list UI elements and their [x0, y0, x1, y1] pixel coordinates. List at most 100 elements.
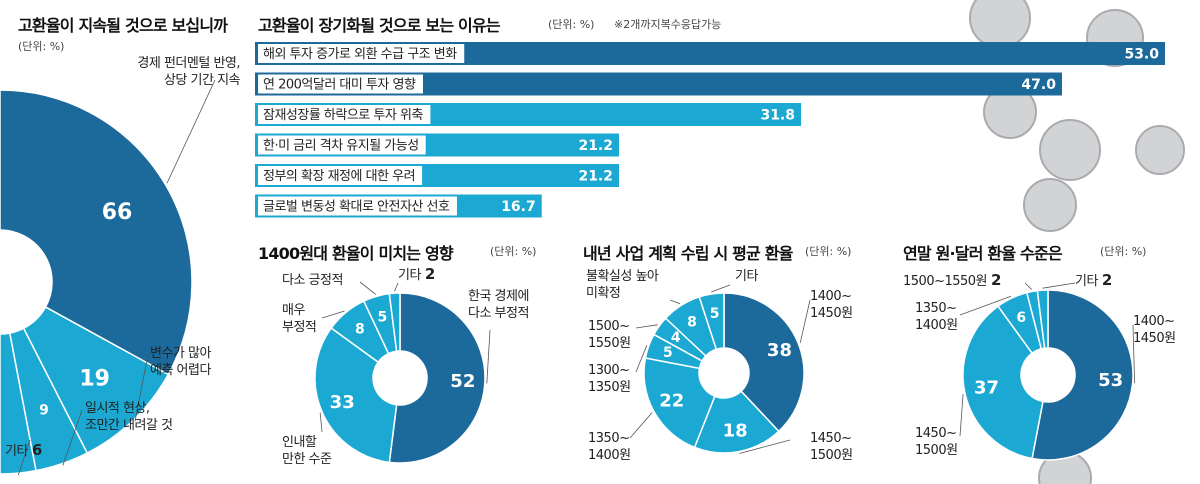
unit-label: (단위: %)	[805, 245, 852, 258]
category-label: 경제 펀더멘털 반영, 상당 기간 지속	[100, 55, 240, 89]
value-label: 8	[687, 315, 697, 331]
value-label: 19	[79, 367, 110, 392]
leader-line	[134, 354, 149, 422]
slice	[1036, 289, 1049, 350]
category-label: 1500~ 1550원	[588, 318, 631, 352]
leader-line	[321, 310, 345, 319]
category-label: 기타 2	[398, 266, 435, 284]
category-label: 1350~ 1400원	[588, 430, 631, 464]
category-text: 매우 부정적	[282, 303, 317, 335]
leader-line	[959, 295, 1012, 316]
category-label: 1450~ 1500원	[915, 425, 958, 459]
leader-line	[799, 299, 811, 343]
unit-label: (단위: %)	[548, 18, 595, 31]
value-label: 22	[659, 391, 684, 412]
leader-line	[486, 329, 491, 384]
bar	[255, 72, 1062, 96]
category-label: 1400~ 1450원	[810, 288, 853, 322]
bar-label: 글로벌 변동성 확대로 안전자산 선호	[263, 200, 450, 215]
leader-line	[166, 79, 216, 184]
bar	[255, 42, 1165, 65]
value-label: 18	[723, 421, 748, 442]
category-label: 기타	[735, 268, 758, 285]
category-label: 기타 6	[5, 442, 42, 460]
category-text: 1350~ 1400원	[588, 431, 631, 463]
label-box	[258, 135, 426, 155]
slice	[0, 332, 37, 475]
category-text: 기타	[1075, 274, 1098, 289]
category-text: 1400~ 1450원	[810, 289, 853, 321]
category-label: 1350~ 1400원	[915, 300, 958, 334]
value-label: 37	[974, 378, 999, 399]
value-label: 5	[710, 306, 720, 322]
leader-line	[739, 439, 791, 454]
category-text: 인내할 만한 수준	[282, 435, 332, 467]
category-label: 한국 경제에 다소 부정적	[468, 288, 529, 322]
value-label: 6	[31, 441, 42, 459]
chart-title: 내년 사업 계획 수립 시 평균 환율	[583, 244, 793, 263]
leader-line	[62, 409, 83, 466]
category-text: 불확실성 높아 미확정	[586, 269, 659, 301]
slice	[723, 292, 805, 433]
value-label: 21.2	[578, 138, 613, 154]
category-label: 다소 긍정적	[282, 272, 343, 289]
category-label: 기타 2	[1075, 272, 1112, 290]
category-text: 일시적 현상, 조만간 내려갈 것	[85, 401, 173, 433]
label-box	[258, 166, 423, 185]
chart-title: 연말 원·달러 환율 수준은	[903, 244, 1063, 263]
label-box	[258, 44, 465, 63]
category-label: 1400~ 1450원	[1133, 313, 1176, 347]
leader-line	[711, 284, 731, 293]
category-label: 매우 부정적	[282, 302, 317, 336]
slice	[693, 390, 780, 454]
category-text: 기타	[5, 444, 28, 459]
value-label: 5	[378, 310, 388, 326]
note: ※2개까지복수응답가능	[614, 18, 722, 31]
leader-line	[635, 324, 658, 329]
unit-label: (단위: %)	[1100, 245, 1147, 258]
category-text: 기타	[398, 268, 421, 283]
value-label: 4	[671, 330, 681, 346]
category-label: 변수가 많아 예측 어렵다	[150, 345, 211, 379]
category-text: 경제 펀더멘털 반영, 상당 기간 지속	[137, 56, 240, 88]
category-text: 1500~ 1550원	[588, 319, 631, 351]
value-label: 53.0	[1124, 47, 1159, 63]
value-label: 31.8	[760, 108, 795, 124]
leader-line	[319, 412, 323, 433]
category-label: 1300~ 1350원	[588, 362, 631, 396]
leader-line	[17, 439, 31, 476]
leader-line	[394, 282, 399, 292]
value-label: 5	[663, 345, 673, 361]
leader-line	[669, 299, 681, 305]
category-text: 1350~ 1400원	[915, 301, 958, 333]
category-text: 한국 경제에 다소 부정적	[468, 289, 529, 321]
value-label: 8	[355, 321, 365, 337]
chart-title: 고환율이 지속될 것으로 보십니까	[18, 16, 228, 35]
slice	[962, 305, 1044, 460]
unit-label: (단위: %)	[18, 40, 65, 53]
leader-line	[1024, 282, 1032, 290]
value-label: 53	[1098, 370, 1123, 391]
category-label: 1450~ 1500원	[810, 430, 853, 464]
slice	[388, 292, 486, 464]
category-text: 1450~ 1500원	[810, 431, 853, 463]
bar-label: 한·미 금리 격차 유지될 가능성	[263, 139, 419, 154]
value-label: 16.7	[501, 199, 536, 215]
slice	[0, 89, 193, 376]
label-box	[258, 74, 423, 94]
leader-line	[1132, 324, 1136, 384]
value-label: 2	[424, 265, 435, 283]
value-label: 47.0	[1021, 77, 1056, 93]
value-label: 52	[450, 371, 475, 392]
bar-label: 잠재성장률 하락으로 투자 위축	[263, 108, 423, 123]
slice	[698, 292, 725, 351]
chart-title: 1400원대 환율이 미치는 영향	[258, 244, 454, 263]
slice	[1031, 289, 1134, 461]
category-label: 일시적 현상, 조만간 내려갈 것	[85, 400, 173, 434]
value-label: 6	[1016, 310, 1026, 326]
leader-line	[959, 393, 964, 437]
leader-line	[1042, 282, 1076, 289]
bar-label: 연 200억달러 대미 투자 영향	[263, 78, 416, 93]
